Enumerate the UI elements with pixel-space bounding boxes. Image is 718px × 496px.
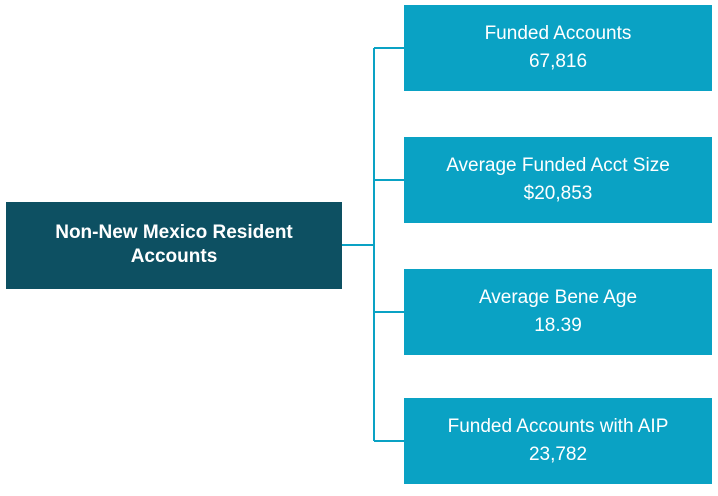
- node-label: Average Funded Acct Size: [446, 155, 670, 176]
- root-label: Accounts: [131, 246, 218, 267]
- root-label: Non-New Mexico Resident: [55, 222, 293, 243]
- node-box: [404, 137, 712, 223]
- node-label: Funded Accounts: [485, 23, 632, 44]
- node-box: [404, 269, 712, 355]
- root-box: [6, 202, 342, 289]
- node-value: 23,782: [529, 444, 587, 465]
- node-box: [404, 5, 712, 91]
- node-label: Average Bene Age: [479, 287, 637, 308]
- node-label: Funded Accounts with AIP: [448, 416, 669, 437]
- node-value: 18.39: [534, 315, 582, 336]
- node-value: $20,853: [524, 183, 593, 204]
- node-box: [404, 398, 712, 484]
- node-value: 67,816: [529, 51, 587, 72]
- nodes: Funded Accounts 67,816 Average Funded Acct…: [374, 5, 712, 484]
